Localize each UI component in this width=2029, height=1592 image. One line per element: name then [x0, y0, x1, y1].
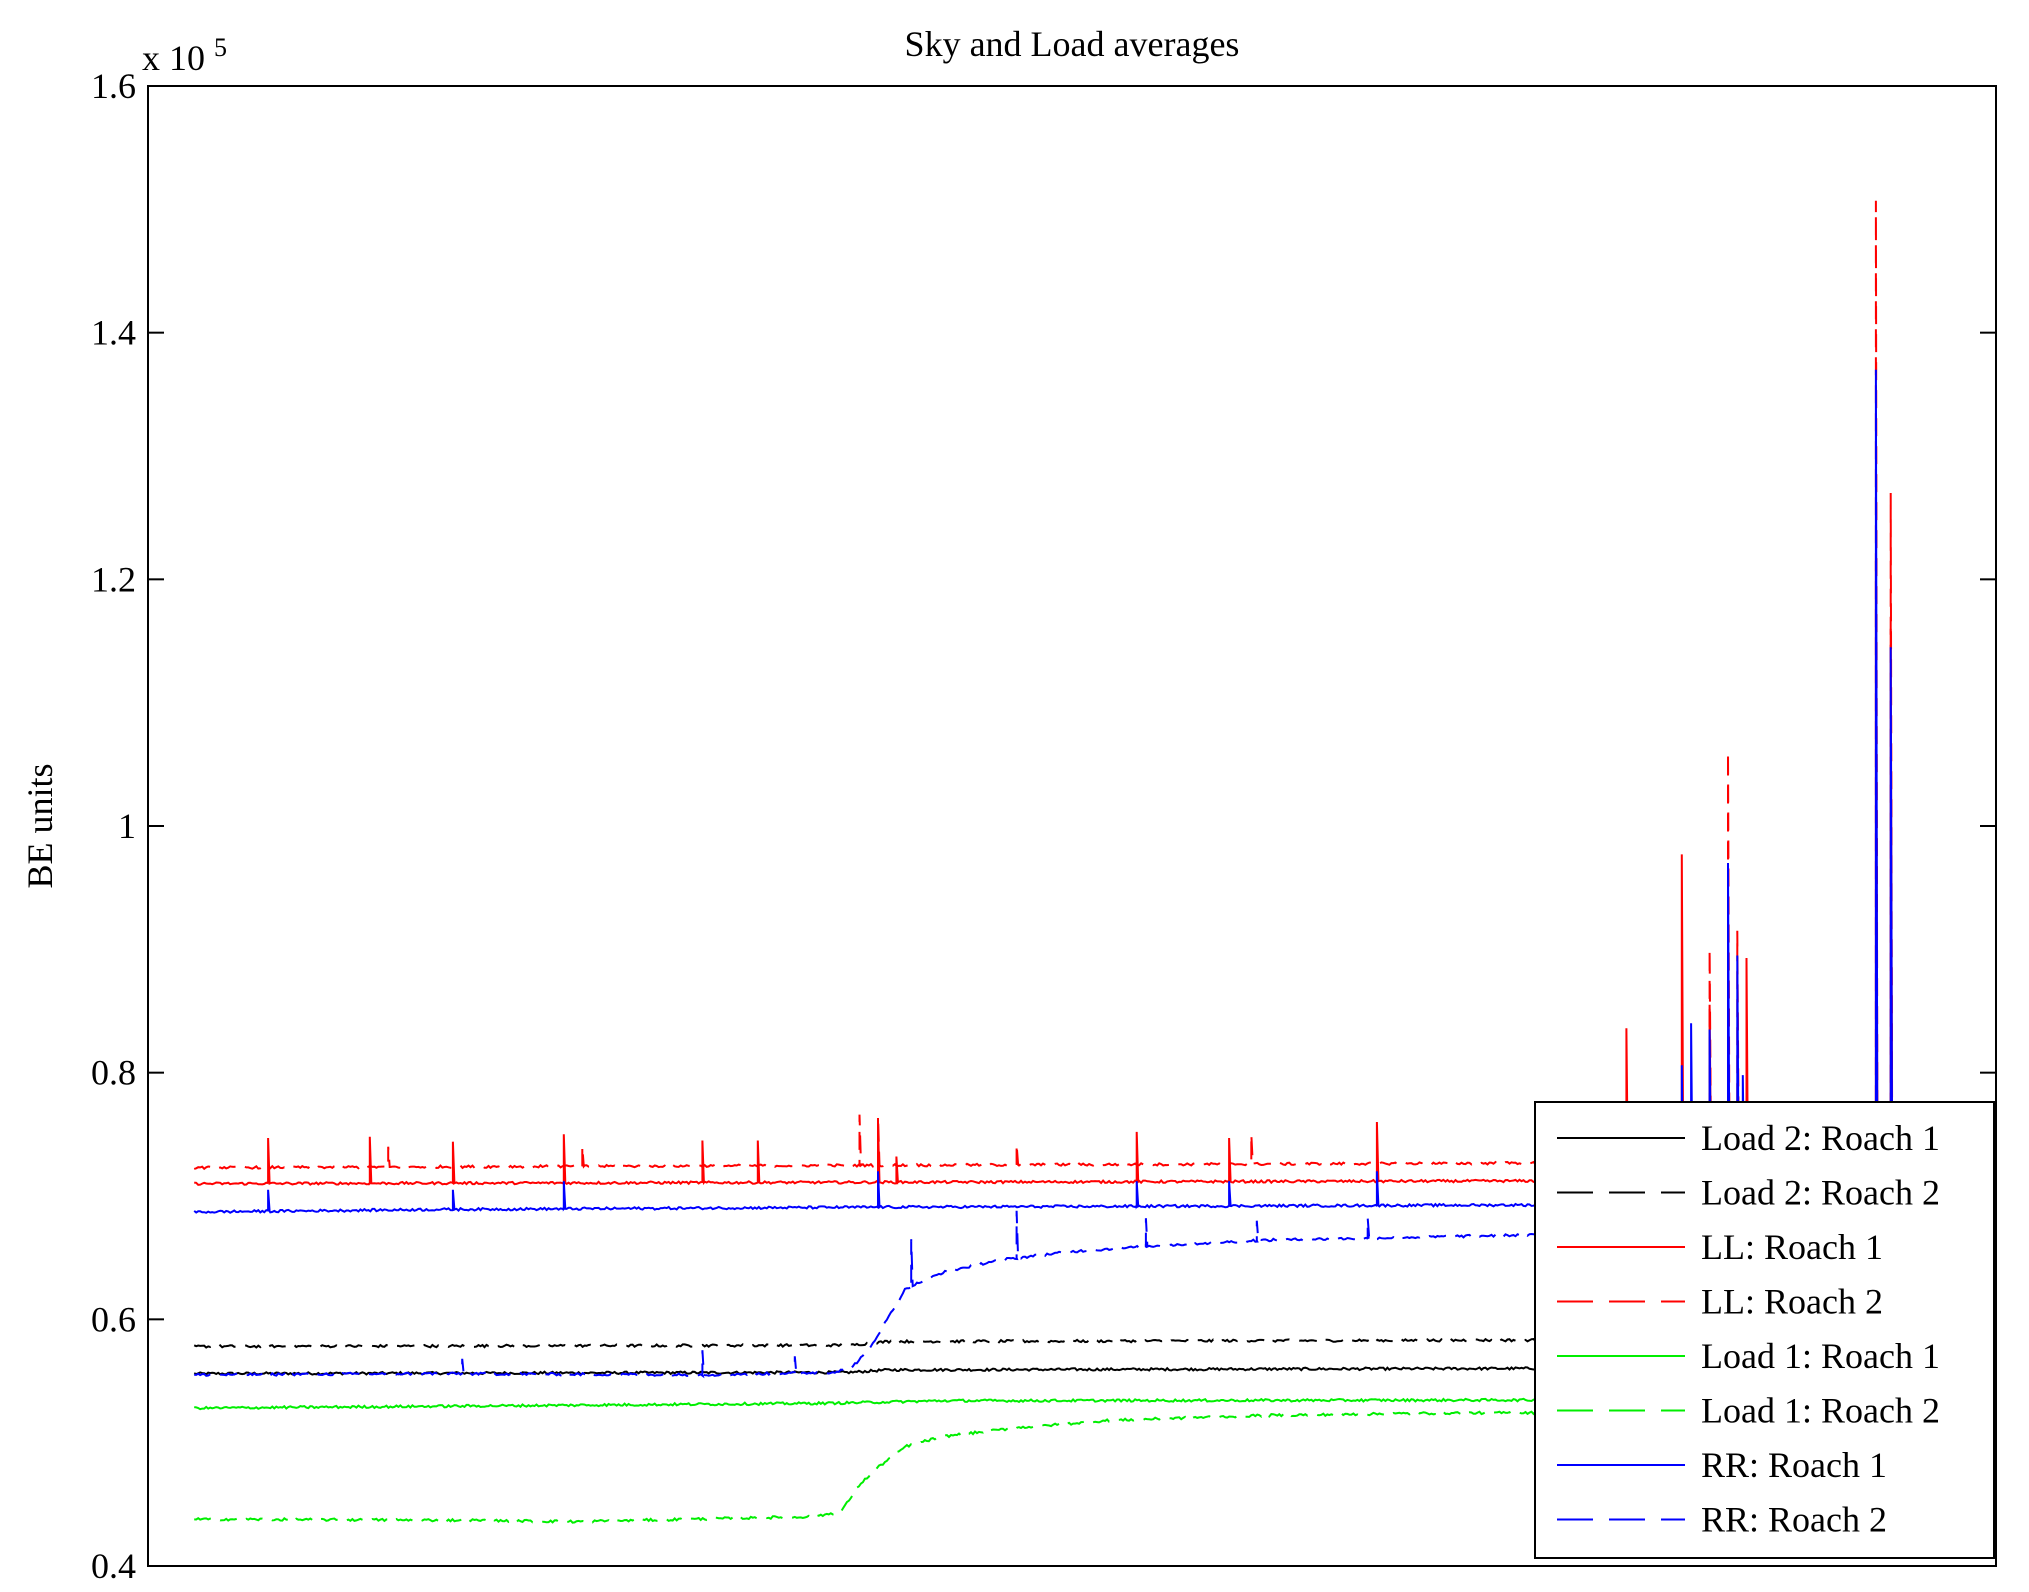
- y-axis-label: BE units: [20, 763, 60, 888]
- legend-box: [1534, 1101, 1995, 1559]
- axes-frame: [147, 85, 1997, 1567]
- y-scale-base: x 10: [142, 38, 205, 78]
- series-line-ll-roach-2: [193, 200, 1997, 1171]
- legend-label: LL: Roach 1: [1701, 1227, 1883, 1267]
- legend-label: RR: Roach 1: [1701, 1445, 1887, 1485]
- y-tick-label: 0.8: [91, 1053, 136, 1093]
- chart-title: Sky and Load averages: [905, 24, 1240, 64]
- legend-label: Load 2: Roach 2: [1701, 1173, 1940, 1213]
- y-tick-label: 1.4: [91, 313, 136, 353]
- axis-ticks: 0.4 0.6 0.8 1 1.2 1.4 1.6: [91, 66, 1996, 1586]
- legend-label: RR: Roach 2: [1701, 1500, 1887, 1540]
- series-line-rr-roach-1: [193, 369, 1997, 1214]
- legend-label: Load 1: Roach 2: [1701, 1391, 1940, 1431]
- y-tick-label: 1: [118, 806, 136, 846]
- y-scale-exponent: 5: [214, 33, 227, 62]
- y-tick-label: 1.2: [91, 559, 136, 599]
- series-line-ll-roach-1: [194, 560, 1997, 1186]
- legend-label: Load 1: Roach 1: [1701, 1336, 1940, 1376]
- y-tick-label: 0.6: [91, 1299, 136, 1339]
- y-tick-label: 1.6: [91, 66, 136, 106]
- legend: Load 2: Roach 1 Load 2: Roach 2 LL: Roach …: [1534, 1101, 1995, 1559]
- legend-label: LL: Roach 2: [1701, 1282, 1883, 1322]
- y-scale-factor: x 10 5: [142, 33, 227, 79]
- legend-label: Load 2: Roach 1: [1701, 1118, 1940, 1158]
- y-tick-label: 0.4: [91, 1546, 136, 1586]
